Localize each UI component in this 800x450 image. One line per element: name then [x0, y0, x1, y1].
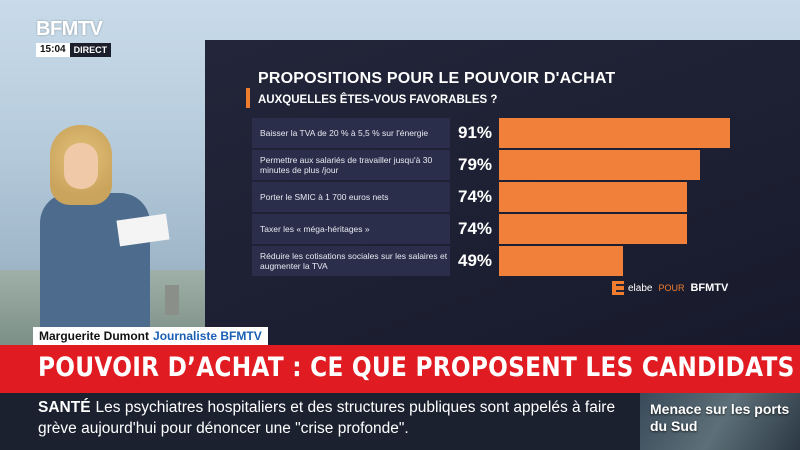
category-label: Taxer les « méga-héritages »	[260, 224, 370, 234]
bar	[499, 150, 700, 180]
row-label-background	[252, 182, 450, 212]
chart-row: Permettre aux salariés de travailler jus…	[252, 150, 500, 180]
elabe-logo-icon	[612, 281, 624, 295]
category-label: Permettre aux salariés de travailler jus…	[260, 155, 433, 175]
bar	[499, 246, 623, 276]
ticker-category: SANTÉ	[38, 399, 91, 416]
chart-credit: elabe POUR BFMTV	[612, 281, 728, 295]
presenter-face	[64, 143, 98, 189]
category-label: Baisser la TVA de 20 % à 5,5 % sur l'éne…	[260, 128, 429, 138]
title-accent-rule	[246, 88, 250, 108]
category-label: Porter le SMIC à 1 700 euros nets	[260, 192, 389, 202]
data-label: 49%	[457, 251, 493, 270]
channel-logo: BFMTV	[36, 18, 103, 40]
ticker-text: Les psychiatres hospitaliers et des stru…	[38, 399, 616, 437]
chart-row: Porter le SMIC à 1 700 euros nets 74%	[252, 182, 500, 212]
headline-text: POUVOIR D’ACHAT : CE QUE PROPOSENT LES C…	[38, 352, 795, 383]
chart-row: Baisser la TVA de 20 % à 5,5 % sur l'éne…	[252, 118, 500, 148]
data-label: 74%	[457, 187, 493, 206]
teaser-panel: Menace sur les ports du Sud	[640, 393, 800, 450]
chart-subtitle: AUXQUELLES ÊTES-VOUS FAVORABLES ?	[258, 94, 498, 106]
row-label-background	[252, 118, 450, 148]
category-label: Réduire les cotisations sociales sur les…	[260, 251, 448, 271]
presenter-name: Marguerite Dumont	[39, 329, 150, 343]
row-label-background	[252, 150, 450, 180]
clock-time: 15:04	[36, 43, 70, 57]
row-label-background	[252, 214, 450, 244]
bar	[499, 182, 687, 212]
data-label: 79%	[457, 155, 493, 174]
channel-logo-block: BFMTV 15:04 DIRECT	[36, 18, 112, 57]
tower-backdrop	[165, 285, 179, 315]
chart-row: Taxer les « méga-héritages » 74%	[252, 214, 500, 244]
clock-row: 15:04 DIRECT	[36, 43, 112, 57]
presenter-role: Journaliste BFMTV	[153, 329, 262, 343]
credit-brand: BFMTV	[690, 282, 729, 294]
teaser-text: Menace sur les ports du Sud	[650, 401, 790, 434]
presenter-figure	[38, 125, 170, 345]
bar	[499, 118, 730, 148]
presenter-paper	[116, 213, 170, 247]
chart-title: PROPOSITIONS POUR LE POUVOIR D'ACHAT	[258, 70, 616, 87]
live-badge: DIRECT	[69, 43, 112, 57]
chart-row: Réduire les cotisations sociales sur les…	[252, 246, 500, 276]
data-label: 74%	[457, 219, 493, 238]
headline-banner: POUVOIR D’ACHAT : CE QUE PROPOSENT LES C…	[0, 345, 800, 393]
row-label-background	[252, 246, 450, 276]
data-label: 91%	[457, 123, 493, 142]
credit-pour: POUR	[658, 283, 685, 293]
presenter-body	[40, 193, 150, 345]
credit-source: elabe	[628, 282, 653, 294]
ticker-content: SANTÉ Les psychiatres hospitaliers et des…	[38, 397, 633, 439]
news-ticker: SANTÉ Les psychiatres hospitaliers et des…	[0, 393, 640, 450]
name-lower-third: Marguerite Dumont Journaliste BFMTV	[33, 327, 268, 345]
bar	[499, 214, 687, 244]
